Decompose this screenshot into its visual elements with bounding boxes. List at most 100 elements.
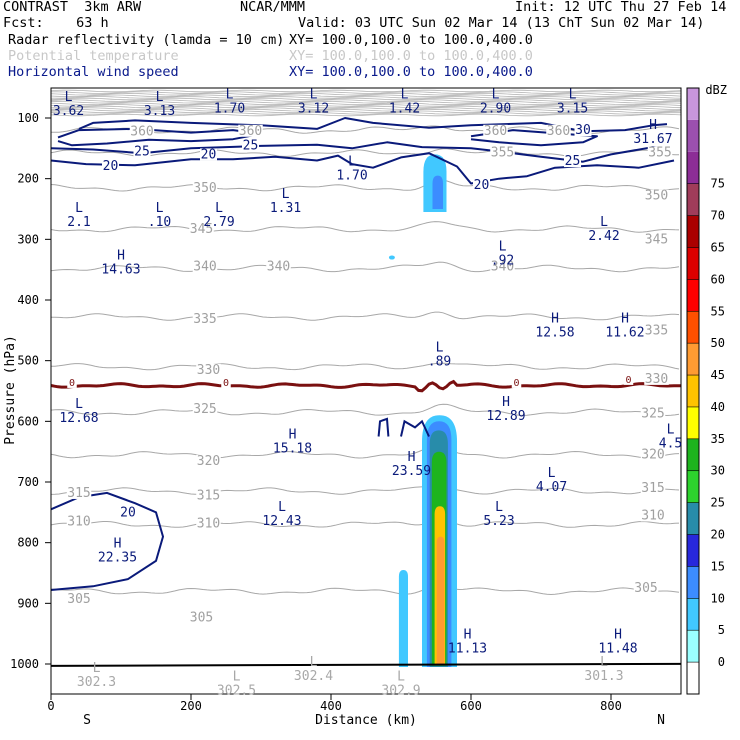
extremum-value: 3.15 [557,102,588,117]
y-tick-label: 800 [17,536,39,550]
theta-label: 360 [484,124,507,139]
extremum-value: 302.4 [294,669,333,684]
theta-contour-325 [50,403,680,417]
theta-label-bg [546,124,571,137]
organization: NCAR/MMM [240,0,306,15]
theta-band-line [50,102,682,106]
y-tick-label: 1000 [10,657,39,671]
theta-label: 340 [193,260,216,275]
wind-label-bg [511,375,522,388]
colorbar-bin [687,662,699,694]
theta-label: 350 [645,189,668,204]
colorbar-tick-label: 0 [718,655,725,669]
extremum-symbol: L [548,466,556,481]
theta-label-bg [640,509,666,522]
extremum-symbol: H [464,628,472,643]
theta-label: 320 [641,448,664,463]
colorbar-tick-label: 70 [711,209,725,223]
wind-contour-upper-1 [57,127,262,147]
theta-band-line [50,92,682,96]
x-tick-label: 400 [320,699,342,713]
colorbar-bin [687,88,699,120]
theta-contour-340 [50,261,680,273]
colorbar-bin [687,311,699,344]
wind-label-bg [623,372,634,385]
wind-label: 20 [201,147,217,162]
extremum-value: .92 [491,253,514,268]
theta-label-bg [640,482,666,495]
extremum-value: 2.42 [588,229,619,244]
wind-label-bg [67,375,77,388]
colorbar-tick-label: 10 [711,591,725,605]
extremum-value: 5.23 [483,514,514,529]
extremum-symbol: L [233,669,241,684]
forecast-hour: Fcst: 63 h [3,15,109,31]
extremum-symbol: H [502,395,510,410]
extremum-value: 11.48 [598,642,637,657]
theta-contour-315 [50,485,680,495]
theta-label-bg [196,517,221,530]
theta-label: 360 [547,124,570,139]
wind-hook-right [400,419,430,437]
wind-label: 25 [565,154,581,169]
extremum-value: 12.68 [59,411,98,426]
theta-label: 315 [641,481,664,496]
y-tick-label: 900 [17,596,39,610]
colorbar-tick-label: 5 [718,623,725,637]
theta-label: 305 [67,592,90,607]
colorbar-bin [687,215,699,248]
y-tick-label: 600 [17,414,39,428]
theta-label: 310 [641,508,664,523]
extremum-symbol: L [397,669,405,684]
wind-contour-lower-20 [50,491,165,591]
theta-label-bg [196,363,221,376]
extremum-symbol: L [401,88,409,103]
y-tick-label: 100 [17,111,39,125]
wind-contour-zero [50,379,682,393]
wind-contours [50,117,682,667]
y-tick-label: 300 [17,232,39,246]
theta-label-bg [192,403,218,416]
x-tick-label: 200 [180,699,202,713]
extremum-value: 302.3 [77,675,116,690]
wind-label: 0 [69,378,75,389]
x-end-label-north: N [657,713,665,728]
extremum-value: 11.62 [605,325,644,340]
theta-label: 325 [641,406,664,421]
colorbar-bin [687,598,699,631]
extremum-symbol: H [614,628,622,643]
colorbar-bin [687,502,699,535]
wind-label-bg [133,145,151,158]
colorbar-tick-label: 15 [711,559,725,573]
theta-label-bg [66,515,92,528]
init-time: Init: 12 UTC Thu 27 Feb 14 [515,0,727,15]
theta-contour-345 [50,221,680,233]
theta-band-line [50,100,682,104]
extremum-value: 1.31 [270,201,301,216]
colorbar-bin [687,119,699,152]
extremum-value: 1.70 [214,102,245,117]
colorbar-tick-label: 45 [711,368,725,382]
theta-band-line [50,108,682,112]
extremum-value: 301.3 [584,669,623,684]
theta-label: 335 [645,323,668,338]
theta-label-bg [129,125,155,138]
extremum-symbol: L [600,655,608,670]
wind-label-bg [473,178,490,191]
extremum-symbol: L [348,154,356,169]
theta-label: 325 [193,402,216,417]
extremum-symbol: L [75,397,83,412]
theta-contour-305 [50,585,680,596]
extremum-value: 302.9 [381,683,420,698]
theta-label: 345 [645,232,668,247]
theta-band-line [50,112,682,115]
colorbar-bin [687,343,699,376]
contour-labels: 360 360 360 360 355 355 350 350 345 345 340 340 340 3… [53,88,682,699]
extremum-value: 3.62 [53,104,84,119]
theta-label-bg [196,454,221,467]
wind-label: 30 [575,123,591,138]
colorbar-tick-label: 35 [711,432,725,446]
colorbar-bin [687,247,699,280]
